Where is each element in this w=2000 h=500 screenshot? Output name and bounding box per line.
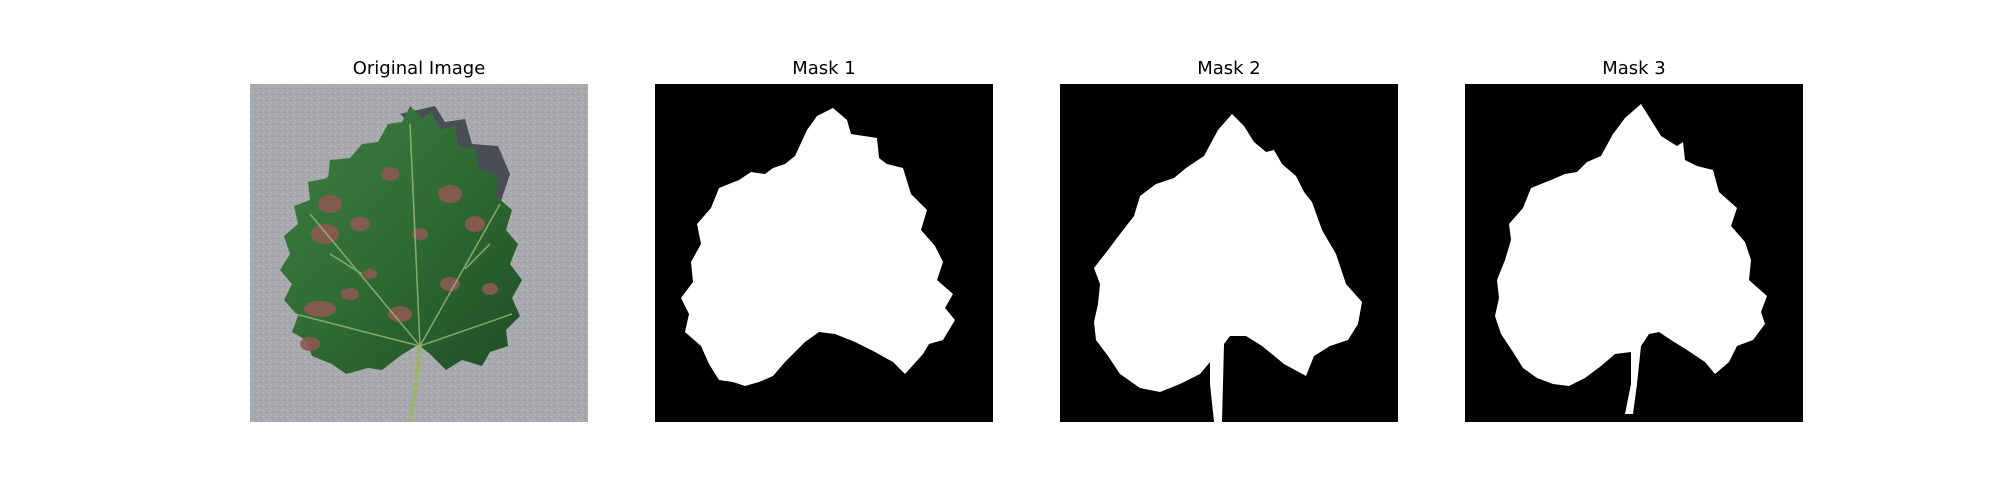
mask-region <box>681 108 955 386</box>
mask-region <box>1495 104 1767 414</box>
panel-title: Original Image <box>352 58 486 79</box>
panel-original-image: Original Image <box>250 0 588 500</box>
leaf-blade <box>280 106 522 374</box>
leaf-lesions <box>300 167 498 351</box>
mask-3-image <box>1465 84 1803 422</box>
panel-title: Mask 2 <box>1197 58 1261 79</box>
mask-image <box>655 84 993 422</box>
mask-1-image <box>655 84 993 422</box>
mask-image <box>1060 84 1398 422</box>
leaf-stem <box>408 345 422 422</box>
mask-2-image <box>1060 84 1398 422</box>
panel-title: Mask 1 <box>792 58 856 79</box>
leaf-photo-image <box>250 84 588 422</box>
original-leaf-photo <box>250 84 588 422</box>
mask-region <box>1094 114 1362 422</box>
panel-mask-2: Mask 2 <box>1060 0 1398 500</box>
panel-title: Mask 3 <box>1602 58 1666 79</box>
mask-image <box>1465 84 1803 422</box>
panel-mask-1: Mask 1 <box>655 0 993 500</box>
panel-mask-3: Mask 3 <box>1465 0 1803 500</box>
leaf-veins <box>294 123 513 347</box>
